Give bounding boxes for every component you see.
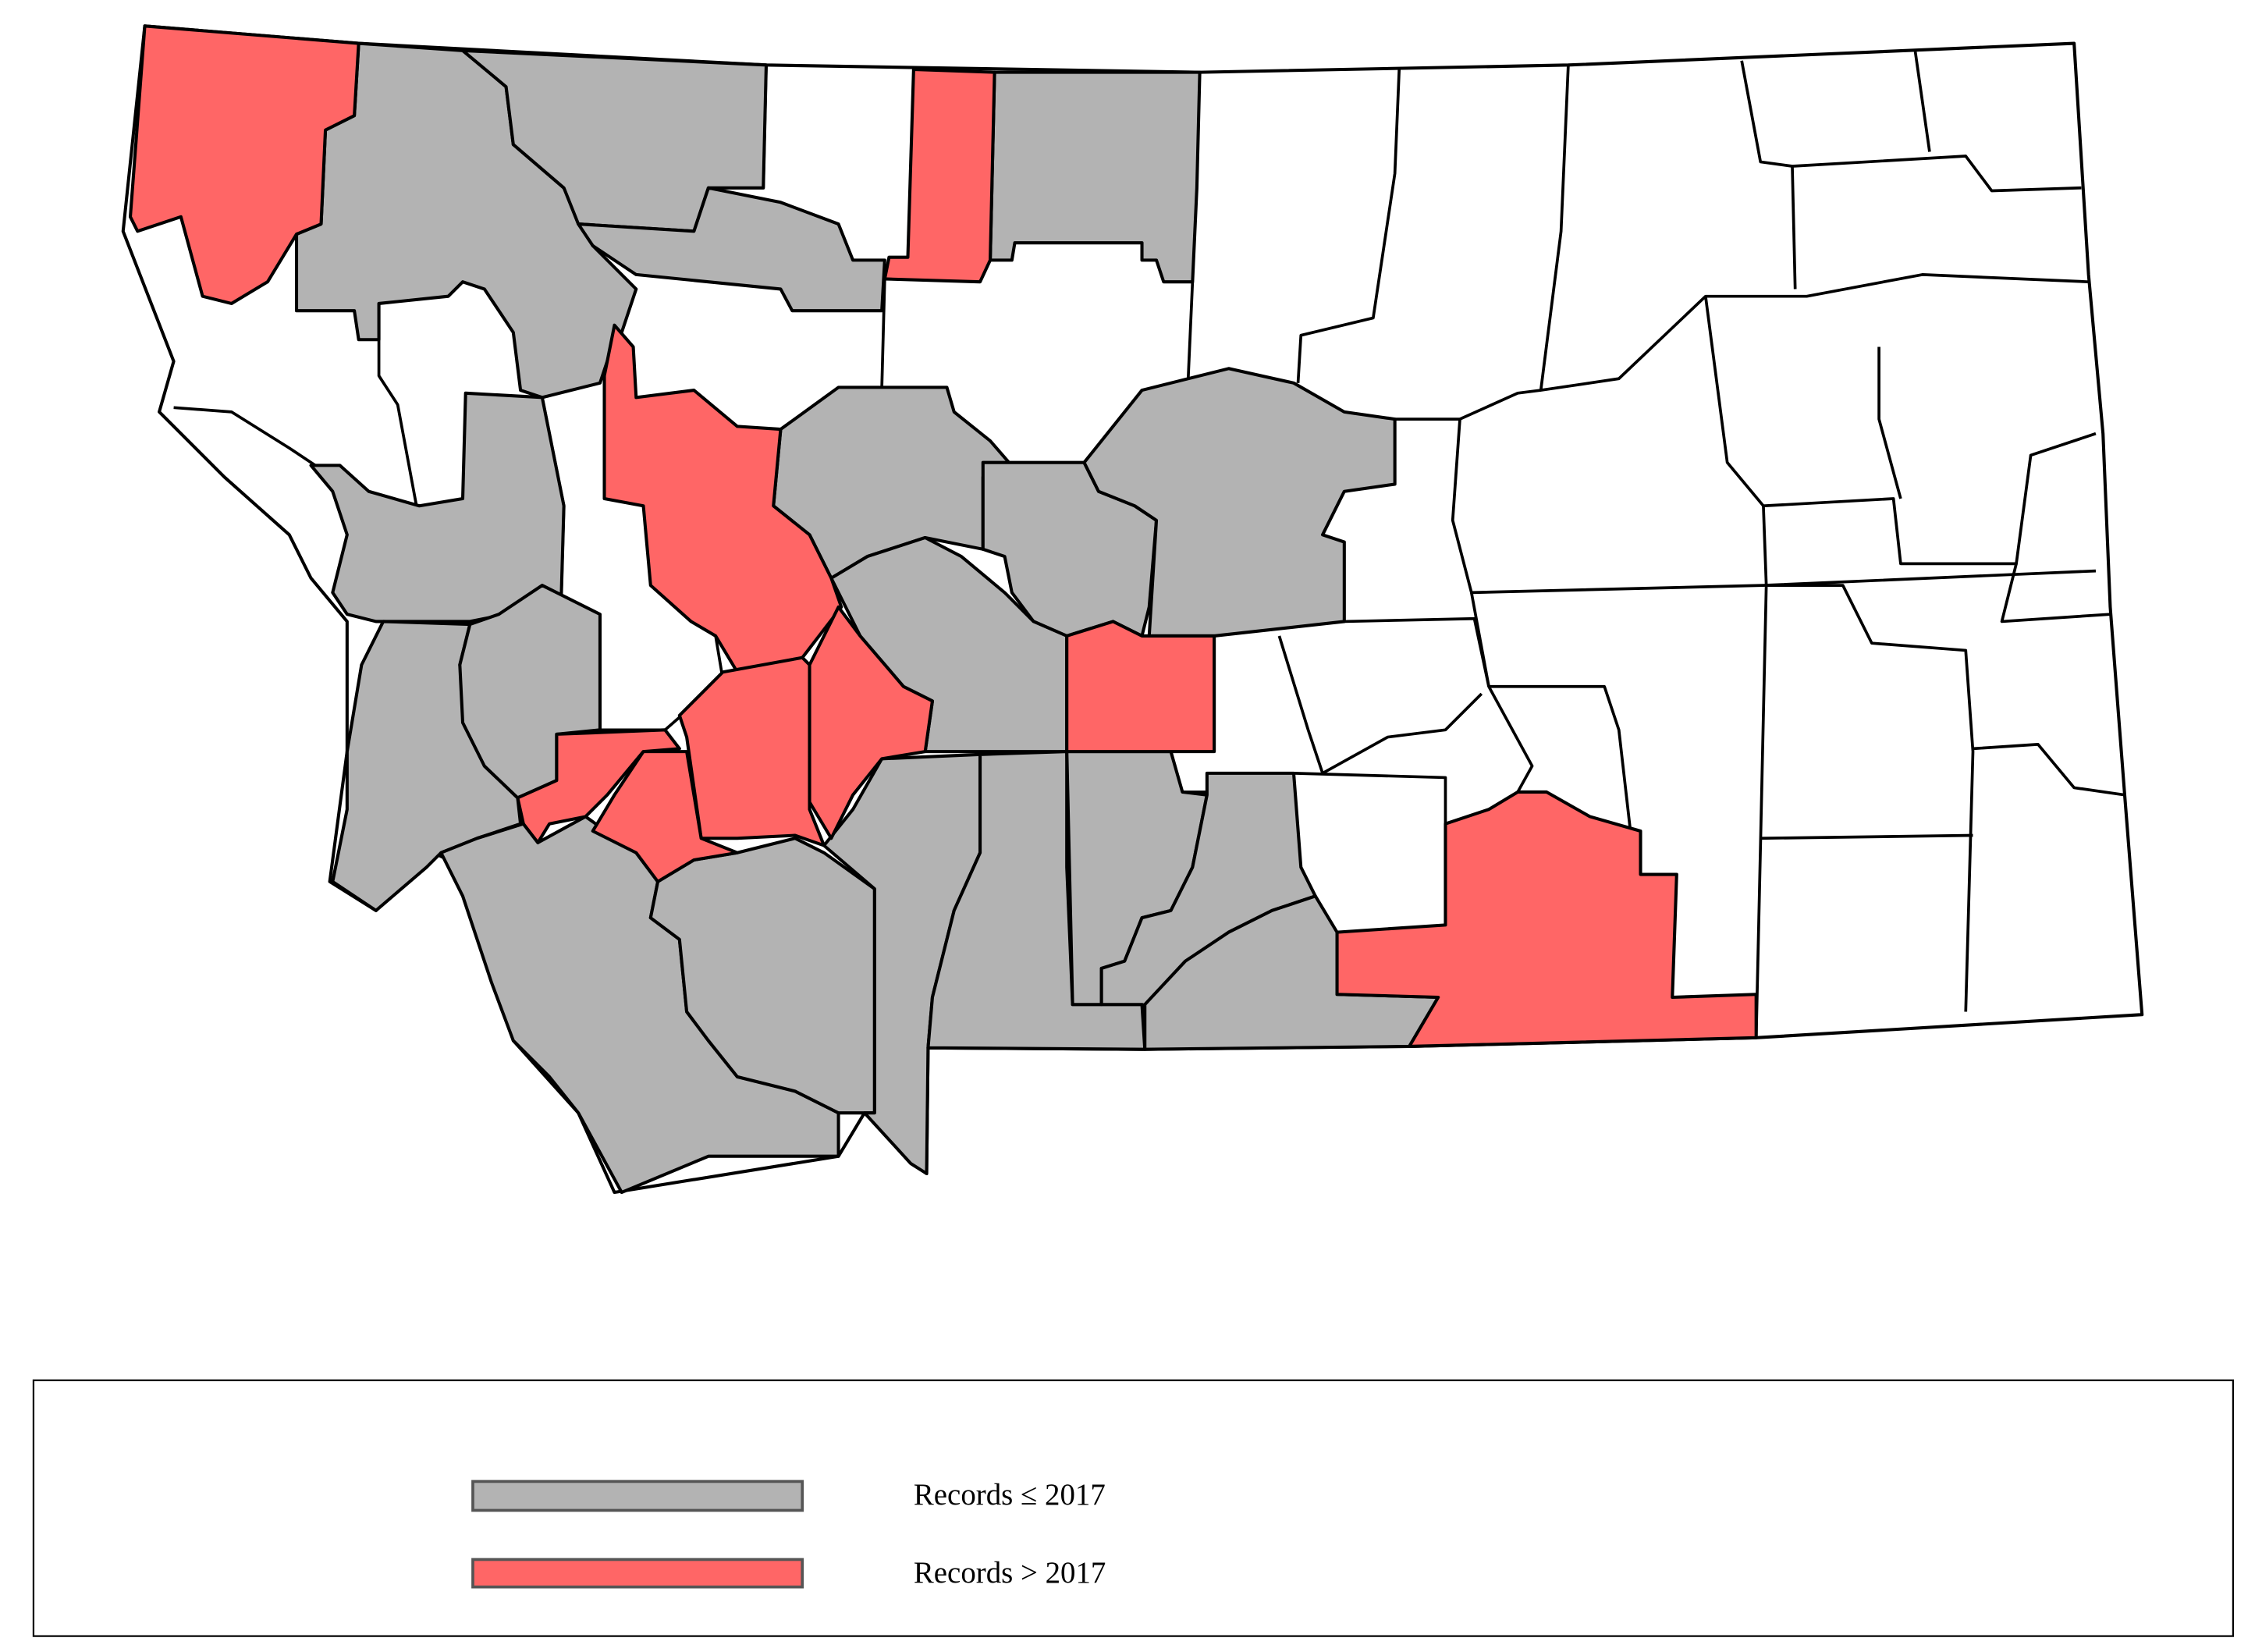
counties-records-gt-2017 (128, 24, 1758, 1048)
legend-box (32, 1379, 2235, 1637)
county-boundary (1760, 833, 1973, 840)
county-boundary (1913, 50, 1931, 152)
county-boundary (173, 406, 334, 478)
legend-swatch-gray (471, 1480, 804, 1512)
county-boundary (1296, 69, 1401, 383)
county-boundary (1877, 346, 1902, 499)
county-gray (577, 186, 886, 313)
county-boundary (2000, 563, 2111, 623)
county-red (128, 24, 360, 305)
county-boundary (1754, 506, 1768, 1038)
legend-label-le-2017: Records ≤ 2017 (914, 1478, 1106, 1512)
legend-swatch-red (471, 1558, 804, 1589)
counties-records-le-2017 (294, 41, 1440, 1195)
county-gray (1099, 771, 1317, 1014)
county-gray (648, 837, 876, 1115)
legend-label-gt-2017: Records > 2017 (914, 1556, 1106, 1590)
legend: Records ≤ 2017 Records > 2017 (32, 1379, 2235, 1637)
county-gray (309, 391, 566, 623)
county-boundary (1791, 165, 1797, 290)
county-boundary (1704, 296, 2097, 566)
county-red (1335, 790, 1758, 1048)
county-boundary (1489, 684, 1632, 832)
county-boundary (1973, 743, 2125, 797)
county-red (602, 323, 843, 674)
county-boundary (1766, 584, 1975, 1012)
county-boundary (1740, 60, 2082, 193)
county-boundary (1293, 772, 1447, 824)
county-boundary (880, 279, 886, 388)
county-boundary (1469, 592, 1490, 687)
county-red (516, 728, 681, 844)
county-boundary (1394, 389, 1541, 421)
county-boundary (1186, 282, 1195, 379)
county-red (882, 67, 996, 284)
county-red (808, 605, 934, 840)
county-boundary (1539, 65, 2089, 392)
county-red (1065, 620, 1216, 754)
county-gray (989, 70, 1202, 284)
county-boundary (1277, 635, 1483, 775)
county-red (677, 655, 826, 847)
county-red (591, 750, 739, 883)
county-gray (1082, 367, 1397, 638)
